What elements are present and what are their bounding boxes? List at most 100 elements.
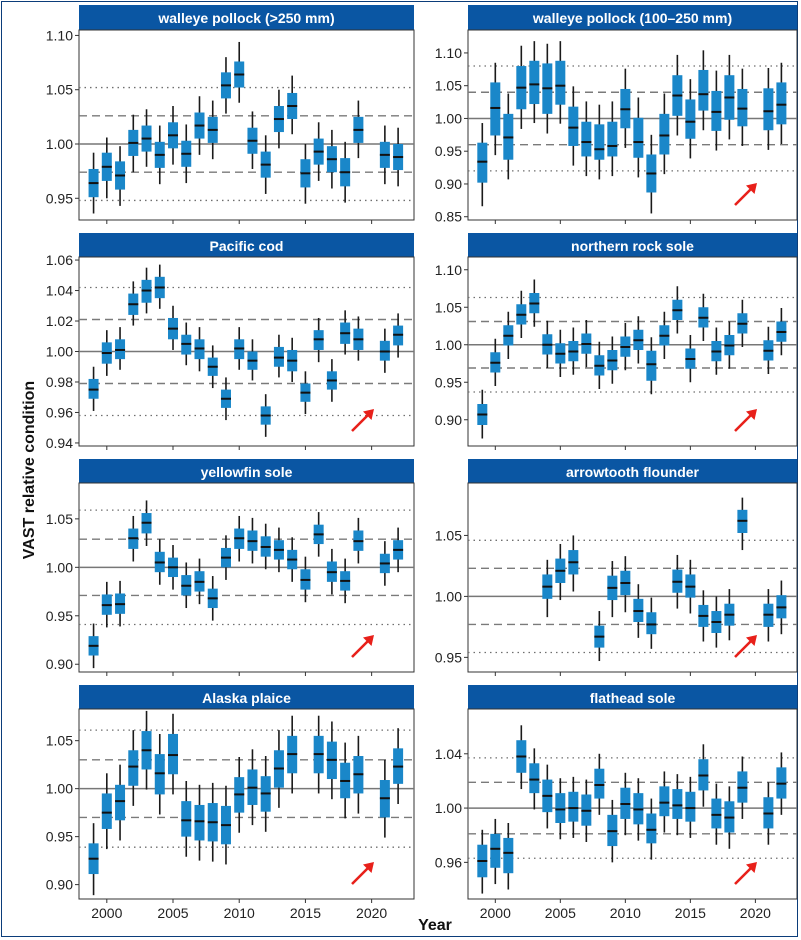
y-tick-label: 0.96 — [435, 854, 462, 870]
panel-6: arrowtooth flounder 0.95 1.00 1.05 — [435, 459, 798, 676]
box-body — [115, 784, 126, 821]
arrow-shaft — [734, 639, 753, 658]
y-tick-label: 1.05 — [46, 511, 73, 527]
y-tick-label: 1.05 — [46, 82, 73, 98]
panel-title-strip — [79, 459, 414, 483]
y-tick-label: 1.06 — [46, 252, 73, 268]
box-body — [555, 60, 566, 105]
x-tick-label: 2010 — [610, 905, 641, 921]
y-tick-label: 0.95 — [46, 829, 73, 845]
arrow-shaft — [734, 413, 753, 432]
arrow-shaft — [351, 413, 370, 432]
box-body — [555, 793, 566, 823]
y-tick-label: 0.90 — [435, 412, 462, 428]
box-body — [633, 117, 644, 158]
y-tick-label: 1.10 — [46, 27, 73, 43]
plot-area — [78, 29, 415, 221]
box-body — [711, 798, 722, 829]
box-body — [776, 82, 787, 125]
y-tick-label: 1.05 — [435, 78, 462, 94]
box-body — [568, 106, 579, 146]
panel-title: Pacific cod — [210, 238, 284, 254]
panel-title-strip — [468, 233, 797, 257]
y-tick-label: 1.10 — [435, 45, 462, 61]
box-body — [763, 88, 774, 131]
panel-4: northern rock sole 0.90 0.95 1.00 1.05 1.10 — [435, 233, 798, 450]
box-body — [659, 786, 670, 817]
box-body — [646, 612, 657, 635]
y-tick-label: 1.00 — [435, 588, 462, 604]
panel-title-strip — [468, 5, 797, 30]
y-tick-label: 0.85 — [435, 209, 462, 225]
panel-title-strip — [79, 233, 414, 257]
y-tick-label: 0.90 — [435, 176, 462, 192]
panel-1: walleye pollock (>250 mm) 0.95 1.00 1.05 1.1… — [46, 5, 415, 224]
y-tick-label: 1.10 — [435, 262, 462, 278]
panel-title-strip — [468, 459, 797, 483]
y-tick-label: 1.00 — [46, 781, 73, 797]
box-body — [529, 763, 540, 794]
box-body — [659, 113, 670, 155]
arrow-head — [746, 635, 757, 646]
box-body — [128, 750, 139, 786]
y-tick-label: 0.95 — [435, 649, 462, 665]
panel-title-strip — [468, 685, 797, 709]
x-tick-label: 2000 — [91, 905, 122, 921]
y-tick-label: 0.95 — [435, 143, 462, 159]
y-tick-label: 1.00 — [46, 136, 73, 152]
y-tick-label: 0.95 — [46, 190, 73, 206]
arrow-head — [746, 862, 757, 873]
box-body — [646, 350, 657, 381]
panel-5: yellowfin sole 0.90 0.95 1.00 1.05 — [46, 459, 415, 676]
y-tick-label: 1.05 — [435, 527, 462, 543]
box-body — [594, 768, 605, 799]
x-tick-label: 2020 — [740, 905, 771, 921]
y-tick-label: 1.00 — [46, 559, 73, 575]
x-tick-label: 2015 — [290, 905, 321, 921]
panel-title: northern rock sole — [571, 238, 694, 254]
arrow-shaft — [734, 187, 753, 206]
y-tick-label: 1.02 — [46, 313, 73, 329]
panel-title-strip — [79, 5, 414, 30]
box-body — [594, 124, 605, 160]
x-tick-label: 2010 — [224, 905, 255, 921]
arrow-head — [746, 183, 757, 194]
y-axis-title: VAST relative condition — [21, 381, 38, 559]
box-body — [698, 69, 709, 111]
box-body — [685, 99, 696, 139]
panel-8: flathead sole 0.96 1.00 1.04 2000 2005 2010 201… — [435, 685, 798, 921]
panel-title: arrowtooth flounder — [566, 464, 700, 480]
y-tick-label: 0.94 — [46, 435, 73, 451]
panel-title: Alaska plaice — [202, 690, 291, 706]
arrow-shaft — [351, 639, 370, 658]
box-body — [181, 801, 192, 837]
y-tick-label: 1.00 — [435, 800, 462, 816]
arrow-head — [746, 409, 757, 420]
y-tick-label: 0.90 — [46, 656, 73, 672]
y-tick-label: 1.00 — [435, 337, 462, 353]
box-body — [581, 121, 592, 157]
box-body — [101, 793, 112, 829]
y-tick-label: 1.04 — [46, 283, 73, 299]
y-tick-label: 0.95 — [435, 374, 462, 390]
panel-title: flathead sole — [590, 690, 676, 706]
panel-7: Alaska plaice 0.90 0.95 1.00 1.05 2000 2005 201… — [46, 685, 415, 921]
y-tick-label: 0.96 — [46, 404, 73, 420]
x-tick-label: 2020 — [356, 905, 387, 921]
y-tick-label: 1.00 — [435, 110, 462, 126]
box-body — [194, 804, 205, 841]
arrow-shaft — [734, 866, 753, 885]
plot-area — [467, 256, 798, 447]
panel-title: walleye pollock (100–250 mm) — [532, 10, 732, 26]
box-body — [672, 789, 683, 819]
arrow-shaft — [351, 866, 370, 885]
box-body — [503, 837, 514, 874]
arrow-head — [363, 862, 374, 873]
arrow-head — [363, 409, 374, 420]
plot-area — [78, 482, 415, 673]
x-tick-label: 2015 — [675, 905, 706, 921]
y-tick-label: 1.05 — [435, 299, 462, 315]
x-axis-title: Year — [418, 917, 452, 934]
